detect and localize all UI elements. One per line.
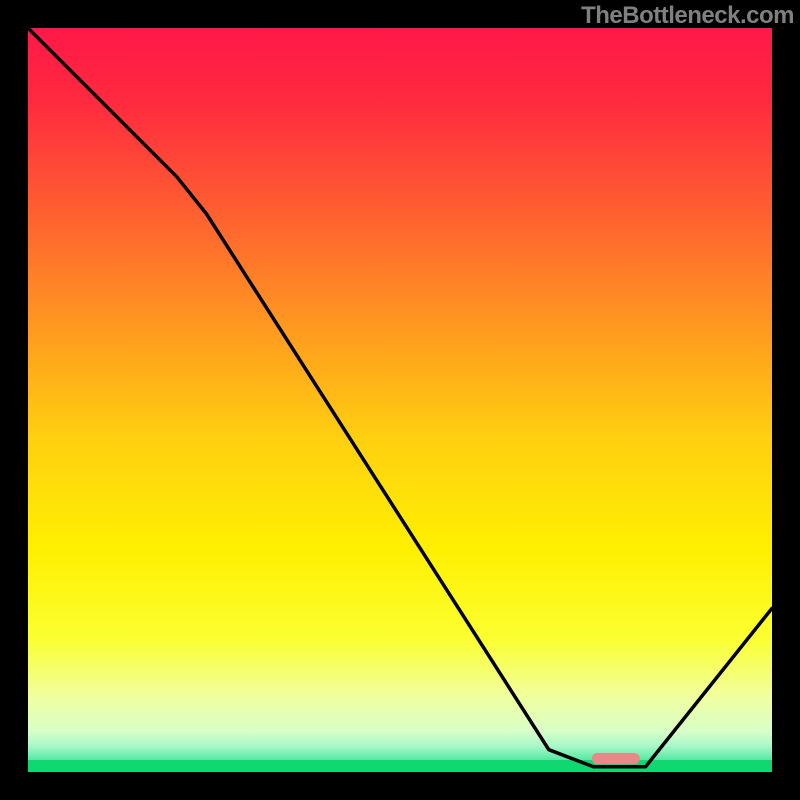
chart-root: TheBottleneck.com (0, 0, 800, 800)
target-marker (592, 753, 640, 765)
watermark-text: TheBottleneck.com (581, 2, 794, 30)
bottleneck-curve (28, 28, 772, 772)
plot-area (28, 28, 772, 772)
